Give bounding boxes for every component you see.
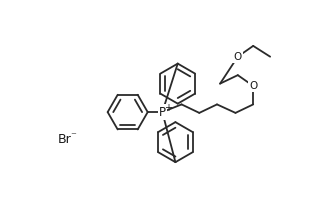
Text: ⁻: ⁻ [70, 131, 76, 141]
Text: O: O [249, 81, 257, 91]
Text: Br: Br [58, 133, 71, 146]
Text: +: + [165, 103, 173, 113]
Text: O: O [234, 52, 242, 62]
Text: P: P [159, 106, 166, 119]
